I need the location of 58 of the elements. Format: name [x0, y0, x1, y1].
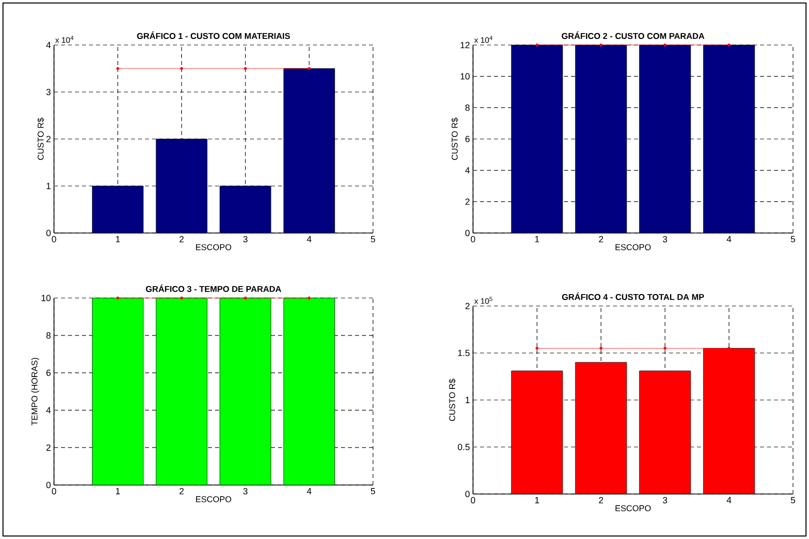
x-tick-label: 3: [662, 497, 668, 504]
x-tick-label: 2: [180, 236, 184, 242]
x-tick-label: 4: [306, 236, 312, 242]
y-tick-label: 8: [46, 332, 51, 339]
x-tick-label: 2: [180, 488, 184, 494]
x-axis-title: ESCOPO: [616, 244, 651, 250]
chart-title: GRÁFICO 4 - CUSTO TOTAL DA MP: [562, 292, 704, 300]
x-tick-label: 2: [598, 236, 604, 242]
x-tick-label: 3: [243, 488, 248, 494]
x-tick-label: 0: [52, 488, 56, 494]
y-tick-label: 0.5: [458, 444, 470, 450]
x-tick-label: 4: [726, 236, 732, 242]
y-tick-label: 10: [42, 294, 51, 302]
x-axis-title: ESCOPO: [196, 496, 232, 502]
y-tick-label: 2: [465, 198, 470, 205]
y-tick-label: 2: [465, 302, 470, 310]
x-tick-label: 5: [370, 236, 376, 242]
y-tick-label: 0: [465, 230, 470, 236]
chart-title: GRÁFICO 3 - TEMPO DE PARADA: [146, 284, 282, 292]
chart-title: GRÁFICO 2 - CUSTO COM PARADA: [562, 31, 704, 39]
y-tick-label: 6: [465, 136, 470, 142]
y-axis-title: TEMPO (HORAS): [31, 358, 40, 426]
x-tick-label: 2: [598, 497, 604, 504]
x-tick-label: 5: [370, 488, 376, 494]
x-tick-label: 3: [662, 236, 668, 242]
y-tick-label: 10: [460, 73, 470, 80]
y-tick-label: 2: [46, 136, 51, 142]
x-axis-title: ESCOPO: [196, 244, 232, 250]
y-tick-label: 1: [46, 182, 51, 190]
chart-title: GRÁFICO 1 - CUSTO COM MATERIAIS: [137, 31, 290, 39]
y-tick-label: 8: [465, 104, 470, 111]
y-tick-label: 6: [46, 370, 51, 376]
y-axis-title: CUSTO R$: [451, 118, 458, 160]
x-tick-label: 5: [790, 236, 796, 242]
x-tick-label: 0: [470, 497, 476, 504]
y-tick-label: 4: [46, 407, 51, 414]
x-axis-title: ESCOPO: [616, 505, 651, 512]
y-tick-label: 2: [46, 444, 51, 451]
x-tick-label: 3: [243, 236, 248, 242]
x-tick-label: 5: [790, 497, 796, 504]
x-tick-label: 1: [535, 236, 540, 242]
y-tick-label: 1: [466, 396, 470, 404]
x-tick-label: 1: [535, 497, 540, 504]
x-tick-label: 4: [726, 497, 732, 504]
y-tick-label: 0: [46, 482, 51, 488]
y-axis-title: CUSTO R$: [448, 378, 456, 421]
y-tick-label: 4: [465, 167, 470, 174]
y-tick-label: 1.5: [458, 350, 470, 356]
y-tick-label: 0: [46, 230, 51, 236]
y-tick-label: 3: [46, 88, 51, 96]
x-tick-label: 1: [116, 236, 120, 242]
x-tick-label: 4: [306, 488, 312, 494]
y-tick-label: 4: [46, 42, 51, 48]
x-tick-label: 0: [470, 236, 476, 242]
y-axis-title: CUSTO R$: [37, 118, 44, 160]
x-tick-label: 0: [52, 236, 56, 242]
x-tick-label: 1: [116, 488, 120, 494]
y-tick-label: 12: [460, 42, 470, 48]
